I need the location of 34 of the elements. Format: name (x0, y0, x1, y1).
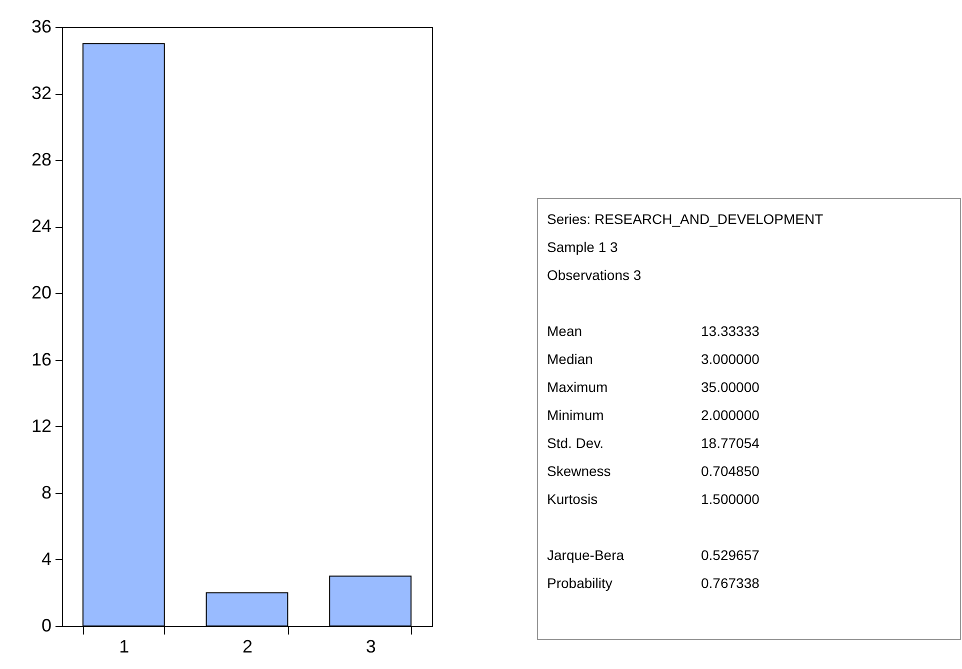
text: 18.77054 (701, 435, 760, 451)
text: Sample 1 3 (547, 239, 618, 255)
y-tick-label: 8 (41, 482, 52, 502)
text: 0.529657 (701, 547, 760, 563)
text: Std. Dev. (547, 435, 604, 451)
text: 2.000000 (701, 407, 760, 423)
text: Maximum (547, 379, 608, 395)
text: 35.00000 (701, 379, 760, 395)
y-tick-label: 0 (41, 616, 52, 636)
text: Mean (547, 323, 582, 339)
text: Series: RESEARCH_AND_DEVELOPMENT (547, 211, 824, 227)
y-tick-label: 16 (31, 349, 52, 370)
text: Skewness (547, 463, 611, 479)
y-tick-label: 24 (31, 216, 52, 236)
x-tick-label: 1 (119, 636, 130, 656)
y-tick-label: 28 (31, 150, 52, 170)
text: 13.33333 (701, 323, 760, 339)
text: Minimum (547, 407, 604, 423)
text: Jarque-Bera (547, 547, 624, 563)
text: Kurtosis (547, 491, 598, 507)
text: Median (547, 351, 593, 367)
y-tick-label: 12 (31, 416, 52, 436)
text: 1.500000 (701, 491, 760, 507)
y-tick-label: 20 (31, 282, 52, 303)
text: 0.767338 (701, 575, 760, 591)
x-tick-label: 3 (366, 636, 376, 656)
y-tick-label: 36 (31, 16, 52, 36)
text: 3.000000 (701, 351, 760, 367)
text: 0.704850 (701, 463, 760, 479)
text: Observations 3 (547, 267, 642, 283)
x-tick-label: 2 (242, 636, 253, 656)
text: Probability (547, 575, 612, 591)
y-tick-label: 32 (31, 83, 52, 104)
y-tick-label: 4 (41, 548, 52, 569)
